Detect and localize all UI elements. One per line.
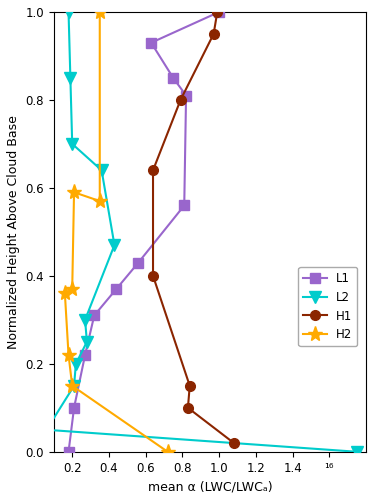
L2: [112, 242, 117, 248]
L1: [92, 312, 97, 318]
H2: [66, 352, 71, 358]
Y-axis label: Normalized Height Above Cloud Base: Normalized Height Above Cloud Base: [7, 115, 20, 349]
L2: [44, 427, 49, 433]
L2: [72, 383, 76, 389]
H1: [178, 97, 183, 103]
H2: [166, 449, 170, 455]
H1: [232, 440, 236, 446]
H1: [186, 405, 190, 411]
L1: [72, 405, 76, 411]
H2: [70, 383, 75, 389]
H2: [97, 198, 102, 204]
L1: [149, 40, 153, 46]
H1: [215, 9, 220, 15]
L2: [73, 361, 78, 367]
Line: H2: H2: [57, 4, 175, 460]
L1: [217, 9, 221, 15]
L1: [83, 352, 87, 358]
L1: [66, 449, 71, 455]
Line: H1: H1: [148, 7, 239, 448]
L2: [355, 449, 359, 455]
H1: [188, 383, 192, 389]
H2: [63, 290, 67, 296]
L2: [83, 317, 87, 323]
Legend: L1, L2, H1, H2: L1, L2, H1, H2: [298, 267, 357, 346]
L1: [184, 92, 188, 98]
L2: [66, 9, 71, 15]
L1: [182, 202, 186, 208]
H1: [211, 31, 216, 37]
L2: [68, 75, 73, 81]
L1: [171, 75, 175, 81]
H2: [97, 9, 102, 15]
H1: [151, 168, 155, 173]
H2: [70, 286, 75, 292]
H2: [72, 190, 76, 196]
L1: [136, 260, 141, 266]
Line: L2: L2: [40, 6, 363, 458]
L2: [70, 141, 75, 147]
X-axis label: mean α (LWC/LWCₐ): mean α (LWC/LWCₐ): [148, 480, 272, 493]
L2: [85, 339, 89, 345]
Line: L1: L1: [64, 7, 224, 456]
L2: [99, 168, 104, 173]
L1: [114, 286, 119, 292]
H1: [151, 273, 155, 279]
